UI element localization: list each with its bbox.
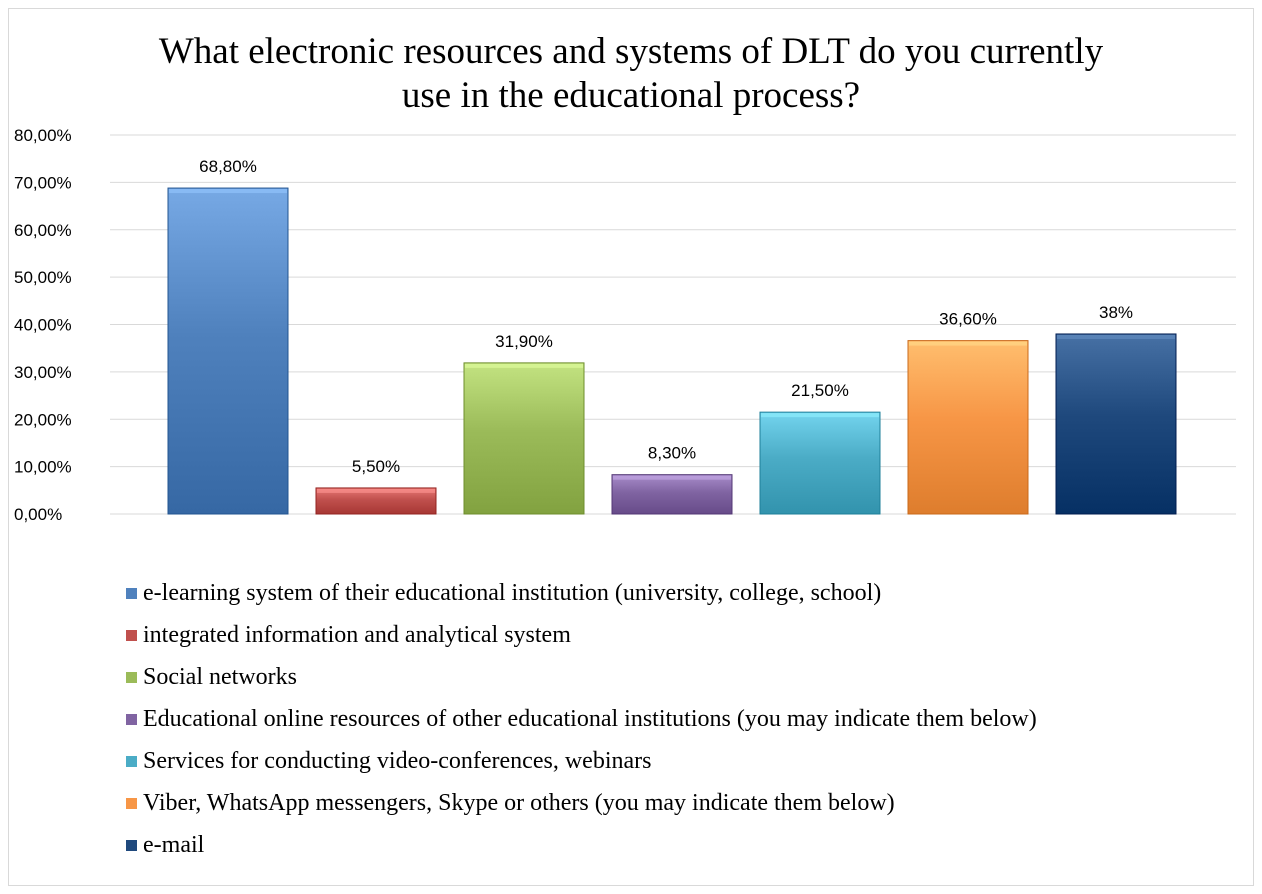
bar: [907, 340, 1029, 515]
legend-label: Viber, WhatsApp messengers, Skype or oth…: [143, 790, 895, 816]
legend-swatch: [126, 587, 137, 599]
bar-highlight: [465, 363, 583, 368]
legend-swatch: [126, 629, 137, 641]
legend-swatch: [126, 797, 137, 809]
bar-highlight: [317, 488, 435, 493]
bar-highlight: [169, 189, 287, 194]
legend: e-learning system of their educational i…: [126, 572, 1037, 866]
legend-swatch: [126, 839, 137, 851]
legend-swatch: [126, 755, 137, 767]
bars: [167, 187, 1177, 515]
legend-item: Social networks: [126, 656, 1037, 698]
chart-title-line-1: What electronic resources and systems of…: [158, 31, 1104, 72]
y-tick-label: 20,00%: [14, 410, 72, 429]
bar: [167, 187, 289, 515]
data-label: 36,60%: [939, 310, 997, 329]
data-label: 31,90%: [495, 332, 553, 351]
data-label: 38%: [1099, 303, 1133, 322]
legend-label: integrated information and analytical sy…: [143, 622, 571, 648]
data-labels: 68,80% 5,50% 31,90% 8,30% 21,50% 36,60% 38%: [199, 157, 1133, 476]
legend-label: Educational online resources of other ed…: [143, 706, 1037, 732]
y-tick-label: 80,00%: [14, 126, 72, 145]
bar-highlight: [909, 341, 1027, 346]
data-label: 68,80%: [199, 157, 257, 176]
data-label: 5,50%: [352, 457, 400, 476]
bar-highlight: [1057, 334, 1175, 339]
legend-item: e-learning system of their educational i…: [126, 572, 1037, 614]
y-tick-label: 60,00%: [14, 221, 72, 240]
gridlines: [110, 134, 1236, 515]
chart-title: What electronic resources and systems of…: [0, 30, 1262, 118]
legend-swatch: [126, 713, 137, 725]
y-tick-label: 30,00%: [14, 363, 72, 382]
legend-label: e-mail: [143, 832, 205, 858]
y-tick-label: 10,00%: [14, 458, 72, 477]
bar: [1055, 333, 1177, 515]
y-tick-label: 0,00%: [14, 505, 62, 524]
legend-item: e-mail: [126, 824, 1037, 866]
legend-item: Viber, WhatsApp messengers, Skype or oth…: [126, 782, 1037, 824]
data-label: 8,30%: [648, 444, 696, 463]
y-tick-label: 50,00%: [14, 268, 72, 287]
bar: [611, 474, 733, 515]
legend-label: e-learning system of their educational i…: [143, 580, 882, 606]
legend-item: Educational online resources of other ed…: [126, 698, 1037, 740]
legend-swatch: [126, 671, 137, 683]
y-tick-label: 70,00%: [14, 173, 72, 192]
bar-highlight: [613, 475, 731, 480]
y-axis-ticks: 0,00% 10,00% 20,00% 30,00% 40,00% 50,00% 60,00…: [14, 126, 72, 524]
legend-label: Social networks: [143, 664, 297, 690]
chart-title-line-2: use in the educational process?: [401, 75, 861, 116]
y-tick-label: 40,00%: [14, 316, 72, 335]
legend-item: Services for conducting video-conference…: [126, 740, 1037, 782]
bar-highlight: [761, 413, 879, 418]
bar: [759, 411, 881, 515]
legend-item: integrated information and analytical sy…: [126, 614, 1037, 656]
bar: [463, 362, 585, 515]
legend-label: Services for conducting video-conference…: [143, 748, 652, 774]
data-label: 21,50%: [791, 381, 849, 400]
